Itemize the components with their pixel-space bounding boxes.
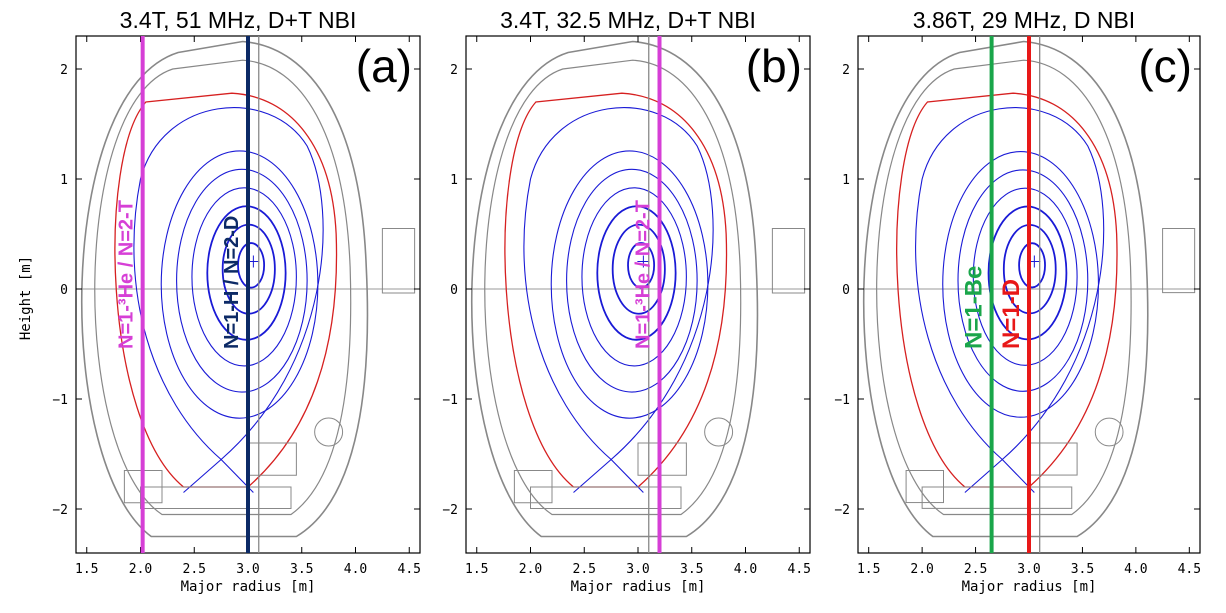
vessel-wall-outer [862, 40, 1149, 538]
y-tick-label: 1 [450, 173, 458, 188]
resonance-label: N=1-H / N=2-D [221, 216, 243, 349]
y-tick-label: 1 [842, 173, 850, 188]
x-tick-label: 1.5 [75, 562, 98, 577]
x-tick-label: 2.5 [183, 562, 206, 577]
outer-port [381, 228, 416, 294]
y-tick-label: 2 [60, 63, 68, 78]
divertor-coil-right [637, 442, 687, 476]
divertor-coil-right [1028, 442, 1078, 476]
separatrix [133, 107, 324, 461]
panel-a: 3.4T, 51 MHz, D+T NBI [120, 7, 357, 33]
y-tick-label: −2 [442, 503, 458, 518]
x-tick-label: 4.5 [788, 562, 811, 577]
vessel-wall-outer [470, 40, 759, 538]
x-tick-label: 4.5 [1178, 562, 1201, 577]
panel-b-title: 3.4T, 32.5 MHz, D+T NBI [500, 7, 756, 33]
panel-label: (a) [356, 40, 412, 92]
x-tick-label: 4.0 [1124, 562, 1147, 577]
x-tick-label: 4.5 [398, 562, 421, 577]
x-tick-label: 1.5 [857, 562, 880, 577]
x-axis-label: Major radius [m] [962, 579, 1097, 595]
y-tick-label: −2 [834, 503, 850, 518]
resonance-label: N=1-Be [961, 266, 988, 349]
first-wall-boundary [504, 92, 728, 488]
resonance-label: N=1-³He / N=2-T [633, 200, 655, 349]
y-tick-label: −2 [52, 503, 68, 518]
panel-c: 3.86T, 29 MHz, D NBI [913, 7, 1135, 33]
panel-a-plot: 1.5 2.0 2.5 3.0 3.5 4.0 4.5 2 1 0 −1 −2 Major radius… [52, 35, 421, 595]
flux-surface [581, 187, 687, 367]
x-tick-label: 2.5 [573, 562, 596, 577]
x-tick-label: 4.0 [344, 562, 367, 577]
x-tick-label: 2.0 [519, 562, 542, 577]
vessel-wall-inner [484, 59, 742, 516]
y-tick-label: −1 [834, 393, 850, 408]
flux-surface [1018, 242, 1046, 289]
y-tick-label: 2 [842, 63, 850, 78]
x-tick-label: 3.5 [1071, 562, 1094, 577]
x-axis-label: Major radius [m] [571, 579, 706, 595]
port-circle [1094, 417, 1124, 447]
y-tick-label: −1 [442, 393, 458, 408]
flux-surface [550, 150, 709, 419]
panel-c-title: 3.86T, 29 MHz, D NBI [913, 7, 1135, 33]
flux-surface [596, 205, 677, 341]
flux-surface [627, 242, 656, 289]
resonance-label: N=1-D [998, 279, 1025, 349]
separatrix [523, 107, 714, 461]
x-tick-label: 2.0 [910, 562, 933, 577]
first-wall-boundary [896, 92, 1118, 488]
x-tick-label: 3.0 [626, 562, 649, 577]
first-wall-boundary [114, 92, 338, 488]
divertor-base [140, 486, 292, 509]
y-tick-label: 0 [60, 283, 68, 298]
magnetic-axis-marker [637, 255, 650, 268]
port-circle [704, 417, 734, 447]
flux-surface [972, 187, 1078, 366]
divertor-base [530, 486, 682, 509]
x-tick-label: 4.0 [734, 562, 757, 577]
flux-surface [942, 151, 1100, 418]
separatrix [915, 107, 1105, 461]
vessel-wall-inner [94, 59, 352, 516]
divertor-base [921, 486, 1073, 509]
outer-port [771, 228, 806, 294]
x-tick-label: 2.0 [129, 562, 152, 577]
y-tick-label: −1 [52, 393, 68, 408]
y-tick-label: 0 [450, 283, 458, 298]
vessel-wall-outer [80, 40, 369, 538]
flux-surface [191, 187, 297, 367]
y-tick-label: 2 [450, 63, 458, 78]
panel-a-title: 3.4T, 51 MHz, D+T NBI [120, 7, 357, 33]
flux-surface [160, 150, 319, 419]
panel-b: 3.4T, 32.5 MHz, D+T NBI [500, 7, 756, 33]
resonance-label: N=1-³He / N=2-T [116, 200, 138, 349]
x-tick-label: 1.5 [465, 562, 488, 577]
panel-label: (c) [1138, 40, 1192, 92]
flux-surface [566, 168, 698, 393]
x-tick-label: 3.5 [290, 562, 313, 577]
outer-port [1162, 228, 1196, 294]
panel-b-plot: 1.5 2.0 2.5 3.0 3.5 4.0 4.5 2 1 0 −1 −2 Major radius… [442, 35, 811, 595]
divertor-coil-right [247, 442, 297, 476]
y-tick-label: 0 [842, 283, 850, 298]
flux-surface [176, 168, 308, 393]
x-tick-label: 3.0 [1017, 562, 1040, 577]
x-tick-label: 3.0 [236, 562, 259, 577]
port-circle [314, 417, 344, 447]
x-tick-label: 3.5 [680, 562, 703, 577]
x-tick-label: 2.5 [964, 562, 987, 577]
flux-surface [957, 169, 1089, 392]
flux-surface [611, 223, 666, 315]
vessel-wall-inner [876, 59, 1132, 516]
flux-surface [237, 242, 266, 289]
panel-c-plot: 1.5 2.0 2.5 3.0 3.5 4.0 4.5 2 1 0 −1 −2 Major radius… [834, 35, 1201, 595]
y-tick-label: 1 [60, 173, 68, 188]
y-axis-label: Height [m] [18, 256, 34, 340]
x-axis-label: Major radius [m] [181, 579, 316, 595]
panel-label: (b) [746, 40, 802, 92]
